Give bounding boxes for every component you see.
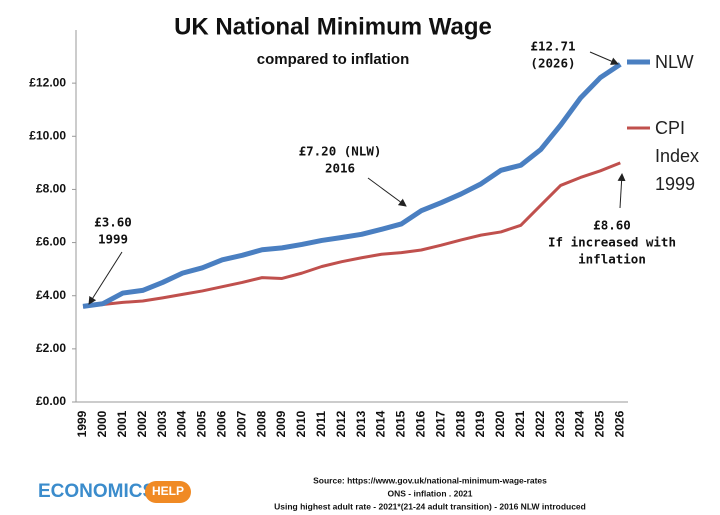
x-tick-label: 2015: [394, 410, 408, 437]
x-tick-label: 2011: [314, 411, 328, 437]
legend-label: NLW: [655, 52, 694, 72]
chart-subtitle: compared to inflation: [257, 51, 410, 68]
logo-text: HELP: [152, 484, 184, 498]
y-tick-label: £10.00: [29, 128, 66, 142]
x-tick-label: 2001: [115, 410, 129, 437]
annotation: inflation: [578, 252, 646, 267]
annotation-arrow: [88, 251, 123, 305]
x-tick-label: 2018: [453, 410, 467, 437]
x-tick-label: 2024: [573, 410, 587, 437]
x-tick-label: 2004: [175, 410, 189, 437]
annotation-arrow: [617, 173, 626, 209]
x-tick-label: 2019: [473, 410, 487, 437]
chart-title: UK National Minimum Wage: [174, 13, 492, 40]
annotation: (2026): [530, 56, 575, 71]
x-tick-label: 2016: [413, 410, 427, 437]
x-tick-label: 2010: [294, 410, 308, 437]
x-tick-label: 2023: [553, 410, 567, 437]
x-tick-label: 2005: [195, 410, 209, 437]
x-tick-label: 2007: [234, 410, 248, 437]
y-tick-label: £0.00: [36, 394, 66, 408]
annotation: £8.60: [593, 218, 631, 233]
x-tick-label: 2026: [612, 410, 626, 437]
x-tick-label: 2009: [274, 410, 288, 437]
annotation: £12.71: [530, 39, 575, 54]
x-tick-label: 2003: [155, 410, 169, 437]
x-tick-label: 2000: [95, 410, 109, 437]
x-tick-label: 2002: [135, 410, 149, 437]
line-series: [82, 62, 622, 309]
annotation: If increased with: [548, 235, 676, 250]
logo-text: ECONOMICS: [38, 481, 155, 502]
x-tick-label: 2022: [533, 410, 547, 437]
line-series: [82, 161, 621, 308]
x-tick-label: 2006: [214, 410, 228, 437]
source-note: Source: https://www.gov.uk/national-mini…: [313, 475, 547, 485]
source-note: Using highest adult rate - 2021*(21-24 a…: [274, 501, 586, 511]
annotation: £7.20 (NLW): [299, 144, 382, 159]
x-tick-label: 2025: [593, 410, 607, 437]
annotation: 2016: [325, 161, 355, 176]
x-tick-label: 2021: [513, 410, 527, 437]
x-tick-label: 2008: [254, 410, 268, 437]
y-tick-label: £2.00: [36, 341, 66, 355]
x-tick-label: 2020: [493, 410, 507, 437]
x-tick-label: 2017: [433, 410, 447, 437]
legend-label: CPI Index 1999: [655, 118, 700, 194]
annotation-arrow: [589, 51, 619, 65]
y-tick-label: £6.00: [36, 235, 66, 249]
annotation-arrow: [367, 177, 407, 207]
logo-badge: [145, 481, 191, 503]
y-tick-label: £8.00: [36, 182, 66, 196]
x-tick-label: 2012: [334, 410, 348, 437]
annotation: 1999: [98, 232, 128, 247]
annotation: £3.60: [94, 215, 132, 230]
y-tick-label: £4.00: [36, 288, 66, 302]
source-note: ONS - inflation . 2021: [387, 488, 472, 498]
y-tick-label: £12.00: [29, 75, 66, 89]
x-tick-label: 2014: [374, 410, 388, 437]
x-tick-label: 1999: [75, 410, 89, 437]
x-tick-label: 2013: [354, 410, 368, 437]
